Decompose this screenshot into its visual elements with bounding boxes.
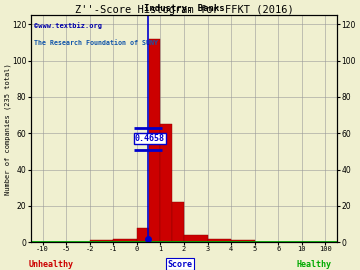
Text: The Research Foundation of SUNY: The Research Foundation of SUNY <box>34 40 158 46</box>
Bar <box>137 228 149 242</box>
Bar <box>207 238 231 242</box>
Y-axis label: Number of companies (235 total): Number of companies (235 total) <box>4 63 11 195</box>
Bar <box>90 240 113 242</box>
Bar <box>149 39 160 242</box>
Bar <box>184 235 207 242</box>
Text: Healthy: Healthy <box>296 260 331 269</box>
Bar <box>231 240 255 242</box>
Text: Industry: Banks: Industry: Banks <box>144 4 224 13</box>
Title: Z''-Score Histogram for FFKT (2016): Z''-Score Histogram for FFKT (2016) <box>75 5 293 15</box>
Text: Score: Score <box>167 260 193 269</box>
Bar <box>172 202 184 242</box>
Text: 0.4658: 0.4658 <box>135 134 165 143</box>
Bar <box>113 238 137 242</box>
Text: Unhealthy: Unhealthy <box>29 260 74 269</box>
Bar <box>160 124 172 242</box>
Text: ©www.textbiz.org: ©www.textbiz.org <box>34 22 102 29</box>
